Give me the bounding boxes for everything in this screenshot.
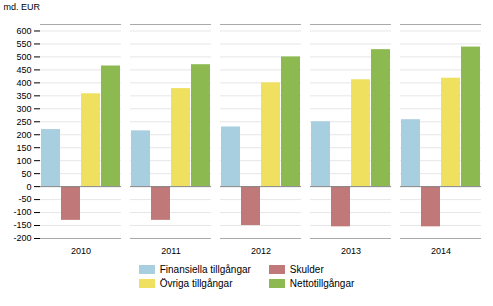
svg-text:550: 550 xyxy=(16,39,31,49)
svg-text:400: 400 xyxy=(16,78,31,88)
svg-text:-200: -200 xyxy=(13,233,31,243)
html-text:Övriga tillgångar: Övriga tillgångar xyxy=(159,278,233,289)
svg-text:50: 50 xyxy=(21,169,31,179)
svg-text:200: 200 xyxy=(16,130,31,140)
svg-text:2013: 2013 xyxy=(341,246,361,256)
svg-text:250: 250 xyxy=(16,117,31,127)
svg-text:600: 600 xyxy=(16,26,31,36)
html-text:Nettotillgångar: Nettotillgångar xyxy=(289,278,355,289)
svg-text:md. EUR: md. EUR xyxy=(4,2,41,12)
svg-text:350: 350 xyxy=(16,91,31,101)
svg-text:100: 100 xyxy=(16,156,31,166)
html-text:Finansiella tillgångar: Finansiella tillgångar xyxy=(159,264,251,275)
svg-text:2010: 2010 xyxy=(71,246,91,256)
svg-text:500: 500 xyxy=(16,52,31,62)
svg-text:2011: 2011 xyxy=(161,246,180,256)
svg-text:-50: -50 xyxy=(18,194,31,204)
svg-text:300: 300 xyxy=(16,104,31,114)
svg-text:-100: -100 xyxy=(13,207,31,217)
svg-text:2014: 2014 xyxy=(431,246,451,256)
svg-text:150: 150 xyxy=(16,143,31,153)
html-text:Skulder: Skulder xyxy=(289,264,324,275)
svg-text:2012: 2012 xyxy=(251,246,271,256)
svg-text:-150: -150 xyxy=(13,220,31,230)
svg-text:450: 450 xyxy=(16,65,31,75)
svg-text:0: 0 xyxy=(26,182,31,192)
